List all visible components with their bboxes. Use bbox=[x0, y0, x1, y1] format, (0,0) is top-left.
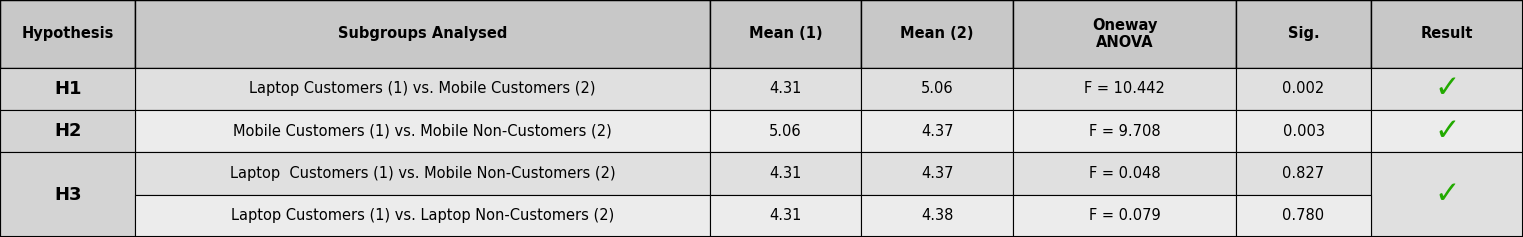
Bar bbox=[1235, 152, 1371, 195]
Bar bbox=[1013, 195, 1235, 237]
Bar bbox=[1371, 0, 1523, 68]
Text: Subgroups Analysed: Subgroups Analysed bbox=[338, 26, 507, 41]
Text: ✓: ✓ bbox=[1435, 117, 1461, 146]
Text: H3: H3 bbox=[53, 186, 81, 204]
Bar bbox=[1013, 68, 1235, 110]
Bar bbox=[1235, 110, 1371, 152]
Bar bbox=[1235, 195, 1371, 237]
Text: ✓: ✓ bbox=[1435, 180, 1461, 209]
Text: Laptop Customers (1) vs. Laptop Non-Customers (2): Laptop Customers (1) vs. Laptop Non-Cust… bbox=[231, 208, 614, 223]
Bar bbox=[710, 110, 862, 152]
Text: Mobile Customers (1) vs. Mobile Non-Customers (2): Mobile Customers (1) vs. Mobile Non-Cust… bbox=[233, 123, 612, 139]
Bar bbox=[0, 0, 136, 68]
Bar bbox=[710, 68, 862, 110]
Text: ✓: ✓ bbox=[1435, 74, 1461, 103]
Text: Laptop  Customers (1) vs. Mobile Non-Customers (2): Laptop Customers (1) vs. Mobile Non-Cust… bbox=[230, 166, 615, 181]
Text: 0.003: 0.003 bbox=[1282, 123, 1325, 139]
Text: 4.38: 4.38 bbox=[921, 208, 953, 223]
Text: 4.31: 4.31 bbox=[769, 81, 801, 96]
Text: 4.37: 4.37 bbox=[921, 123, 953, 139]
Bar bbox=[0, 110, 136, 152]
Bar bbox=[1371, 152, 1523, 237]
Bar bbox=[1013, 0, 1235, 68]
Text: 0.827: 0.827 bbox=[1282, 166, 1325, 181]
Bar bbox=[1013, 152, 1235, 195]
Bar bbox=[710, 195, 862, 237]
Bar bbox=[0, 152, 136, 237]
Text: H1: H1 bbox=[53, 80, 81, 98]
Text: 5.06: 5.06 bbox=[921, 81, 953, 96]
Bar bbox=[136, 68, 710, 110]
Bar bbox=[862, 152, 1013, 195]
Text: Result: Result bbox=[1421, 26, 1473, 41]
Bar bbox=[1235, 0, 1371, 68]
Bar bbox=[1013, 110, 1235, 152]
Text: F = 10.442: F = 10.442 bbox=[1084, 81, 1165, 96]
Text: 4.31: 4.31 bbox=[769, 166, 801, 181]
Text: F = 9.708: F = 9.708 bbox=[1089, 123, 1161, 139]
Text: 0.780: 0.780 bbox=[1282, 208, 1325, 223]
Bar bbox=[1371, 110, 1523, 152]
Text: Laptop Customers (1) vs. Mobile Customers (2): Laptop Customers (1) vs. Mobile Customer… bbox=[250, 81, 595, 96]
Text: 4.37: 4.37 bbox=[921, 166, 953, 181]
Text: F = 0.079: F = 0.079 bbox=[1089, 208, 1161, 223]
Text: Hypothesis: Hypothesis bbox=[21, 26, 114, 41]
Bar bbox=[136, 195, 710, 237]
Bar bbox=[710, 0, 862, 68]
Bar bbox=[1371, 68, 1523, 110]
Text: H2: H2 bbox=[53, 122, 81, 140]
Bar bbox=[1235, 68, 1371, 110]
Text: 4.31: 4.31 bbox=[769, 208, 801, 223]
Bar bbox=[136, 0, 710, 68]
Text: 5.06: 5.06 bbox=[769, 123, 801, 139]
Bar bbox=[862, 0, 1013, 68]
Text: Sig.: Sig. bbox=[1288, 26, 1319, 41]
Bar bbox=[710, 152, 862, 195]
Text: 0.002: 0.002 bbox=[1282, 81, 1325, 96]
Text: Oneway
ANOVA: Oneway ANOVA bbox=[1092, 18, 1157, 50]
Text: F = 0.048: F = 0.048 bbox=[1089, 166, 1161, 181]
Text: Mean (1): Mean (1) bbox=[749, 26, 822, 41]
Bar bbox=[136, 152, 710, 195]
Bar bbox=[862, 68, 1013, 110]
Bar bbox=[862, 195, 1013, 237]
Bar bbox=[0, 68, 136, 110]
Bar bbox=[862, 110, 1013, 152]
Text: Mean (2): Mean (2) bbox=[900, 26, 975, 41]
Bar bbox=[136, 110, 710, 152]
